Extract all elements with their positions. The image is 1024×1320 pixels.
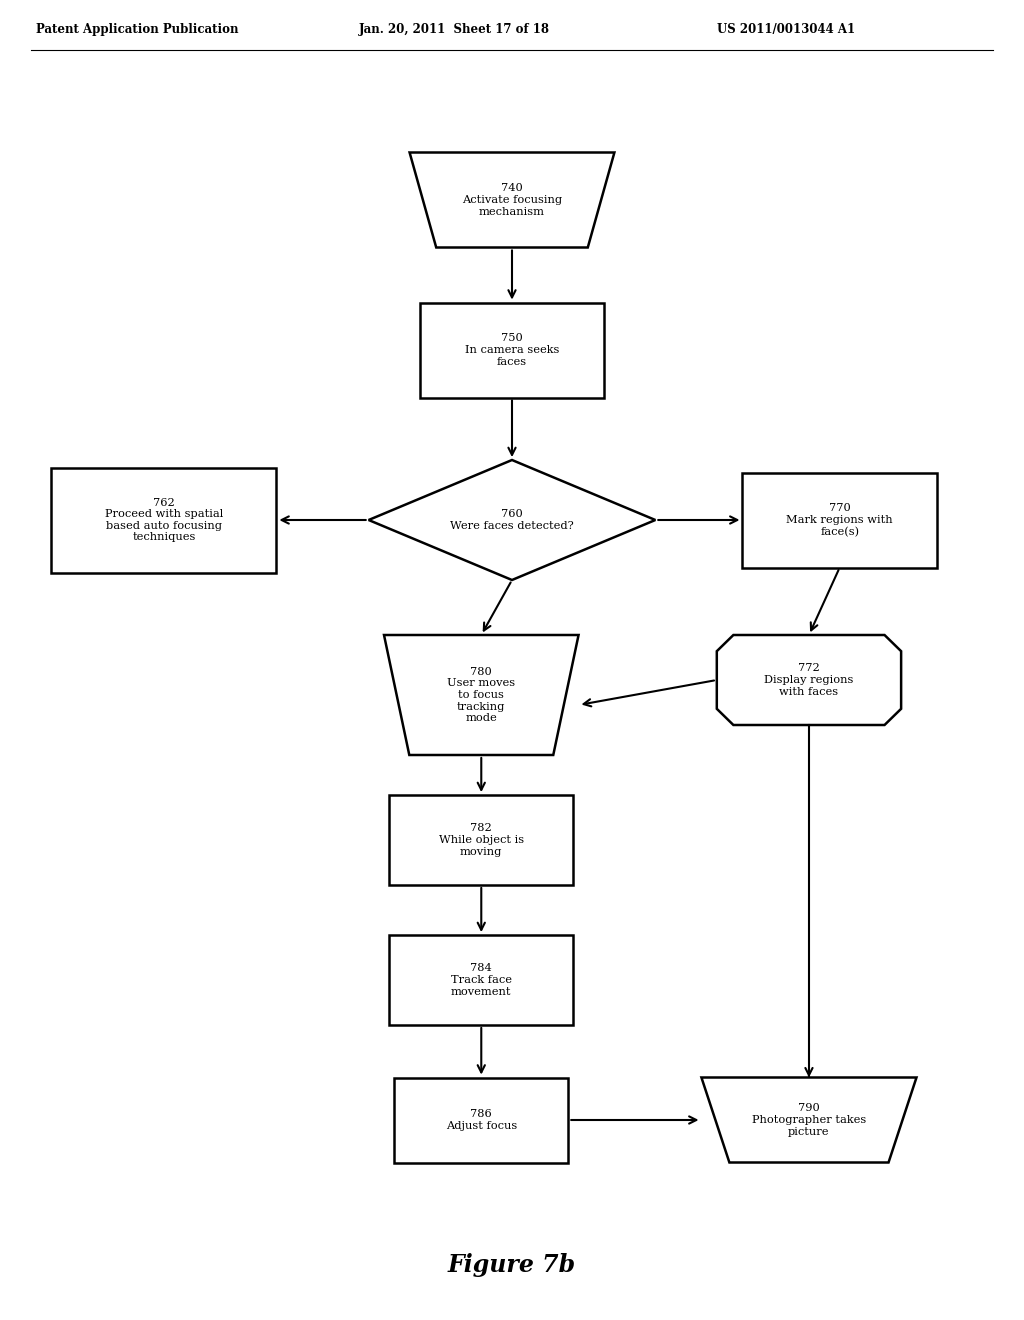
- Text: 760
Were faces detected?: 760 Were faces detected?: [451, 510, 573, 531]
- Text: Patent Application Publication: Patent Application Publication: [36, 24, 239, 37]
- Text: 772
Display regions
with faces: 772 Display regions with faces: [764, 664, 854, 697]
- Text: 780
User moves
to focus
tracking
mode: 780 User moves to focus tracking mode: [447, 667, 515, 723]
- Text: 784
Track face
movement: 784 Track face movement: [451, 964, 512, 997]
- Text: Jan. 20, 2011  Sheet 17 of 18: Jan. 20, 2011 Sheet 17 of 18: [358, 24, 550, 37]
- Text: 740
Activate focusing
mechanism: 740 Activate focusing mechanism: [462, 183, 562, 216]
- Text: 782
While object is
moving: 782 While object is moving: [438, 824, 524, 857]
- Text: 786
Adjust focus: 786 Adjust focus: [445, 1109, 517, 1131]
- Text: 770
Mark regions with
face(s): 770 Mark regions with face(s): [786, 503, 893, 537]
- Text: 750
In camera seeks
faces: 750 In camera seeks faces: [465, 334, 559, 367]
- Text: US 2011/0013044 A1: US 2011/0013044 A1: [717, 24, 855, 37]
- Text: 790
Photographer takes
picture: 790 Photographer takes picture: [752, 1104, 866, 1137]
- Text: Figure 7b: Figure 7b: [447, 1253, 577, 1276]
- Text: 762
Proceed with spatial
based auto focusing
techniques: 762 Proceed with spatial based auto focu…: [104, 498, 223, 543]
